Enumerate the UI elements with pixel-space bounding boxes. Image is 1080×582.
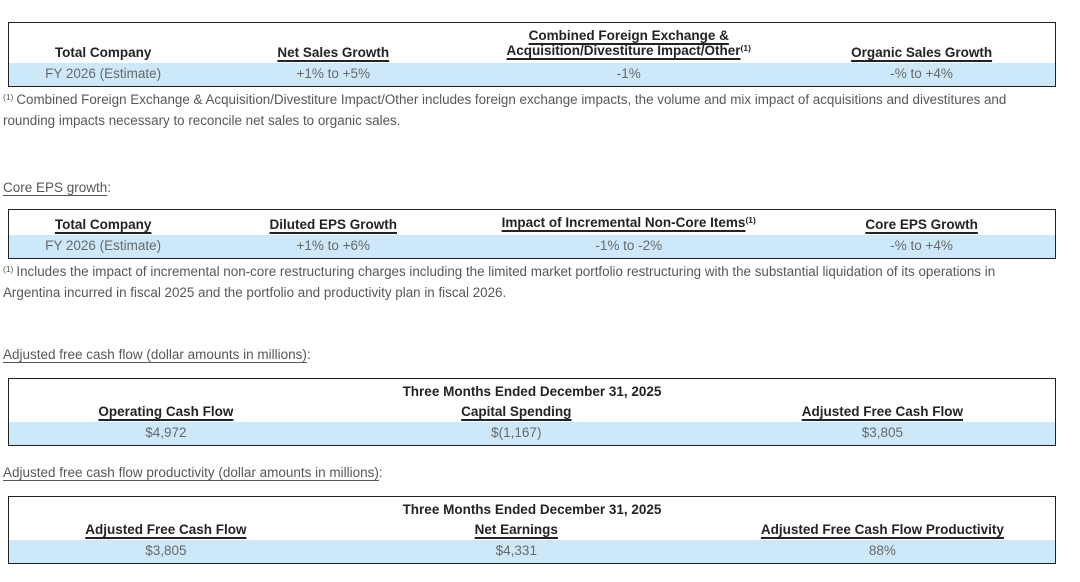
header-diluted-eps-growth: Diluted EPS Growth: [197, 210, 469, 235]
header-label: Core EPS Growth: [865, 217, 978, 232]
header-adjusted-free-cash-flow: Adjusted Free Cash Flow: [710, 399, 1055, 422]
footnote-text: Includes the impact of incremental non-c…: [3, 264, 996, 300]
section-heading-colon: :: [378, 465, 383, 480]
header-label: Capital Spending: [461, 404, 572, 419]
header-label: Net Earnings: [474, 522, 558, 537]
adjusted-fcf-table: Three Months Ended December 31, 2025 Ope…: [8, 378, 1056, 446]
fy2026-row-label: FY 2026 (Estimate): [9, 235, 198, 258]
header-label-line2-wrap: Acquisition/Divestiture Impact/Other(1): [507, 43, 751, 60]
header-label-line2: Acquisition/Divestiture Impact/Other: [506, 43, 741, 58]
header-label: Total Company: [54, 45, 152, 60]
header-fcf-productivity: Adjusted Free Cash Flow Productivity: [710, 517, 1055, 540]
header-label: Impact of Incremental Non-Core Items: [501, 215, 746, 230]
fy2026-row-label: FY 2026 (Estimate): [9, 63, 198, 86]
header-label: Adjusted Free Cash Flow: [85, 522, 247, 537]
header-adjusted-free-cash-flow: Adjusted Free Cash Flow: [9, 517, 323, 540]
period-header: Three Months Ended December 31, 2025: [402, 384, 662, 399]
fcf-productivity-table: Three Months Ended December 31, 2025 Adj…: [8, 496, 1056, 564]
fy2026-diluted-eps-growth-value: +1% to +6%: [197, 235, 470, 258]
fy2026-organic-sales-growth-value: -% to +4%: [788, 63, 1055, 86]
section-heading-fcf-productivity: Adjusted free cash flow productivity (do…: [3, 465, 1072, 480]
header-label: Adjusted Free Cash Flow Productivity: [760, 522, 1004, 537]
net-earnings-value: $4,331: [322, 540, 710, 563]
footnote-marker-superscript: (1): [740, 43, 751, 53]
section-heading-core-eps: Core EPS growth:: [3, 180, 1072, 195]
header-total-company: Total Company: [9, 23, 197, 63]
fy2026-fx-impact-value: -1%: [469, 63, 789, 86]
adjusted-free-cash-flow-value: $3,805: [9, 540, 323, 563]
header-label-stack: Combined Foreign Exchange & Acquisition/…: [507, 28, 751, 60]
header-label: Net Sales Growth: [277, 45, 390, 60]
header-organic-sales-growth: Organic Sales Growth: [788, 23, 1055, 63]
section-heading-colon: :: [306, 347, 311, 362]
adjusted-free-cash-flow-value: $3,805: [709, 422, 1055, 445]
header-net-earnings: Net Earnings: [323, 517, 710, 540]
header-fx-acquisition-impact: Combined Foreign Exchange & Acquisition/…: [469, 23, 788, 63]
header-label-line1: Combined Foreign Exchange &: [528, 28, 729, 43]
footnote-fx: (1) Combined Foreign Exchange & Acquisiti…: [3, 90, 1031, 130]
header-label: Diluted EPS Growth: [269, 217, 397, 232]
header-operating-cash-flow: Operating Cash Flow: [9, 399, 323, 422]
footnote-marker: (1): [3, 92, 14, 102]
header-label: Adjusted Free Cash Flow: [801, 404, 964, 419]
core-eps-table: Total Company Diluted EPS Growth Impact …: [8, 209, 1056, 259]
section-heading-colon: :: [107, 180, 112, 195]
section-heading-text: Core EPS growth: [3, 180, 108, 195]
header-capital-spending: Capital Spending: [323, 399, 710, 422]
header-label: Total Company: [54, 217, 152, 232]
capital-spending-value: $(1,167): [322, 422, 710, 445]
productivity-value: 88%: [709, 540, 1055, 563]
fy2026-non-core-impact-value: -1% to -2%: [469, 235, 789, 258]
footnote-noncore: (1) Includes the impact of incremental no…: [3, 262, 1031, 302]
footnote-text: Combined Foreign Exchange & Acquisition/…: [3, 92, 1007, 128]
fy2026-core-eps-growth-value: -% to +4%: [788, 235, 1055, 258]
header-net-sales-growth: Net Sales Growth: [197, 23, 469, 63]
header-core-eps-growth: Core EPS Growth: [788, 210, 1055, 235]
footnote-marker: (1): [3, 264, 14, 274]
fy2026-net-sales-growth-value: +1% to +5%: [197, 63, 470, 86]
header-label-wrap: Impact of Incremental Non-Core Items(1): [502, 215, 756, 232]
header-total-company: Total Company: [9, 210, 197, 235]
header-non-core-items-impact: Impact of Incremental Non-Core Items(1): [469, 210, 788, 235]
sales-guidance-table: Total Company Net Sales Growth Combined …: [8, 22, 1056, 87]
section-heading-text: Adjusted free cash flow (dollar amounts …: [3, 347, 307, 362]
footnote-marker-superscript: (1): [745, 215, 756, 225]
header-label: Organic Sales Growth: [851, 45, 993, 60]
section-heading-text: Adjusted free cash flow productivity (do…: [3, 465, 379, 480]
header-label: Operating Cash Flow: [98, 404, 234, 419]
operating-cash-flow-value: $4,972: [9, 422, 323, 445]
period-header: Three Months Ended December 31, 2025: [402, 502, 662, 517]
section-heading-adjusted-fcf: Adjusted free cash flow (dollar amounts …: [3, 347, 1072, 362]
